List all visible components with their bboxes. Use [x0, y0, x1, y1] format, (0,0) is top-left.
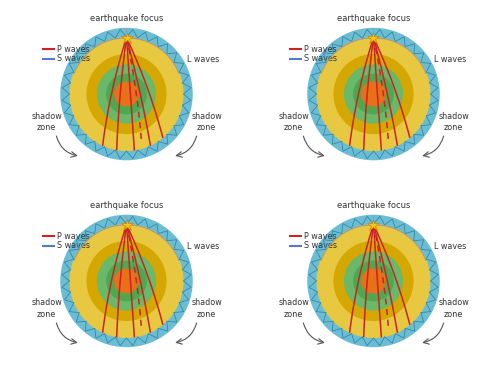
Circle shape: [334, 55, 413, 134]
Text: shadow
zone: shadow zone: [438, 111, 469, 132]
Text: P waves: P waves: [57, 232, 90, 241]
Circle shape: [70, 225, 183, 338]
Circle shape: [107, 74, 146, 114]
Text: L waves: L waves: [187, 242, 219, 251]
Circle shape: [344, 252, 403, 310]
Circle shape: [317, 225, 430, 338]
Circle shape: [362, 82, 386, 106]
Text: L waves: L waves: [187, 56, 219, 64]
Circle shape: [98, 65, 156, 123]
Circle shape: [87, 242, 166, 320]
Circle shape: [334, 242, 413, 320]
Circle shape: [354, 74, 393, 114]
Text: P waves: P waves: [57, 45, 90, 54]
Text: shadow
zone: shadow zone: [438, 298, 469, 318]
Circle shape: [87, 55, 166, 134]
Circle shape: [98, 252, 156, 310]
Text: S waves: S waves: [304, 54, 337, 63]
Text: shadow
zone: shadow zone: [31, 298, 62, 318]
Circle shape: [308, 28, 439, 160]
Text: S waves: S waves: [57, 54, 90, 63]
Text: S waves: S waves: [304, 241, 337, 250]
Circle shape: [308, 215, 439, 346]
Circle shape: [107, 261, 146, 301]
Text: shadow
zone: shadow zone: [31, 111, 62, 132]
Text: earthquake focus: earthquake focus: [90, 201, 163, 219]
Circle shape: [344, 65, 403, 123]
Circle shape: [362, 269, 386, 293]
Text: shadow
zone: shadow zone: [191, 298, 222, 318]
Text: earthquake focus: earthquake focus: [337, 201, 410, 219]
Text: earthquake focus: earthquake focus: [90, 14, 163, 32]
Text: earthquake focus: earthquake focus: [337, 14, 410, 32]
Circle shape: [114, 82, 138, 106]
Text: P waves: P waves: [304, 232, 336, 241]
Circle shape: [114, 269, 138, 293]
Circle shape: [61, 28, 192, 160]
Text: L waves: L waves: [434, 56, 466, 64]
Text: L waves: L waves: [434, 242, 466, 251]
Text: S waves: S waves: [57, 241, 90, 250]
Text: shadow
zone: shadow zone: [278, 298, 309, 318]
Circle shape: [70, 38, 183, 150]
Text: shadow
zone: shadow zone: [191, 111, 222, 132]
Circle shape: [61, 215, 192, 346]
Circle shape: [354, 261, 393, 301]
Text: P waves: P waves: [304, 45, 336, 54]
Circle shape: [317, 38, 430, 150]
Text: shadow
zone: shadow zone: [278, 111, 309, 132]
